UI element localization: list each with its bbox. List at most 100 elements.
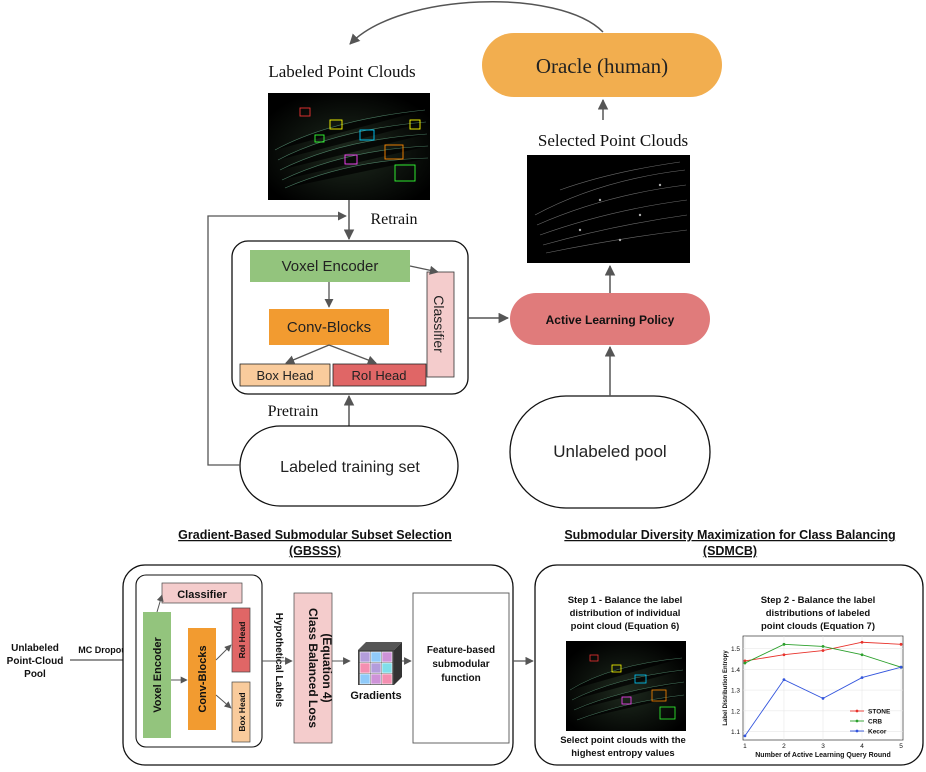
select-line2: highest entropy values xyxy=(571,748,674,759)
box-head-label: Box Head xyxy=(256,368,313,383)
chart-x-tick-label: 2 xyxy=(782,743,786,750)
step2-line3: point clouds (Equation 7) xyxy=(761,621,875,632)
series-point-kecor xyxy=(782,678,786,682)
pretrain-label: Pretrain xyxy=(268,403,319,420)
chart-xlabel: Number of Active Learning Query Round xyxy=(755,752,890,759)
sdmcb-title-line2: (SDMCB) xyxy=(703,544,757,558)
gbsss-voxel-to-classifier-arrow xyxy=(156,594,164,613)
active-learning-policy-label: Active Learning Policy xyxy=(546,313,675,327)
step1-line1: Step 1 - Balance the label xyxy=(568,595,683,606)
feedback-loop-arrow xyxy=(207,211,347,466)
labeled-training-set-label: Labeled training set xyxy=(280,459,420,476)
series-point-stone xyxy=(743,659,747,663)
gbsss-conv-blocks-block xyxy=(188,628,216,730)
selected-point-cloud-image xyxy=(527,155,690,263)
unlabeled-input-line3: Pool xyxy=(24,669,46,680)
loss-line2: (Equation 4) xyxy=(320,633,334,702)
conv-to-box-head-arrow xyxy=(285,344,330,365)
sdmcb-title-line1: Submodular Diversity Maximization for Cl… xyxy=(564,528,895,542)
gbsss-conv-blocks-label: Conv-Blocks xyxy=(197,645,209,712)
legend-label-stone: STONE xyxy=(868,709,891,716)
legend-label-crb: CRB xyxy=(868,719,882,726)
selected-point-clouds-label: Selected Point Clouds xyxy=(538,131,688,150)
series-point-stone xyxy=(782,653,786,657)
hypothetical-labels-label: Hypothetical Labels xyxy=(273,613,284,708)
gbsss-roi-head-label: RoI Head xyxy=(237,622,247,659)
classifier-label: Classifier xyxy=(431,295,447,353)
select-line1: Select point clouds with the xyxy=(560,735,686,746)
retrain-label: Retrain xyxy=(370,211,417,228)
step1-line2: distribution of individual xyxy=(570,608,681,619)
step1-line3: point cloud (Equation 6) xyxy=(571,621,680,632)
series-point-crb xyxy=(860,653,864,657)
conv-to-roi-head-arrow xyxy=(328,344,377,365)
gbsss-voxel-encoder-label: Voxel Encoder xyxy=(152,636,164,712)
series-point-kecor xyxy=(743,734,747,738)
conv-blocks-block xyxy=(269,309,389,345)
chart-y-tick-label: 1.2 xyxy=(731,708,740,715)
chart-y-tick-label: 1.1 xyxy=(731,729,740,736)
legend-marker-kecor xyxy=(855,729,859,733)
labeled-point-cloud-image xyxy=(268,93,430,200)
roi-head-label: RoI Head xyxy=(352,368,407,383)
chart-y-tick-label: 1.3 xyxy=(731,688,740,695)
active-learning-policy-node xyxy=(510,293,710,345)
conv-blocks-label: Conv-Blocks xyxy=(287,319,371,336)
legend-marker-crb xyxy=(855,719,859,723)
box-head-block xyxy=(239,363,331,387)
series-point-kecor xyxy=(899,665,903,669)
series-point-crb xyxy=(743,661,747,665)
voxel-to-classifier-arrow xyxy=(409,265,439,275)
roi-head-block xyxy=(332,363,427,387)
gbsss-conv-to-box-arrow xyxy=(215,694,232,709)
classifier-block xyxy=(426,271,455,378)
gbsss-classifier-block xyxy=(161,582,243,604)
submod-line1: Feature-based xyxy=(427,645,495,656)
oracle-label: Oracle (human) xyxy=(536,54,668,78)
legend-label-kecor: Kecor xyxy=(868,729,887,736)
series-point-crb xyxy=(821,645,825,648)
gbsss-conv-to-roi-arrow xyxy=(215,644,232,661)
oracle-node xyxy=(482,33,722,97)
entropy-chart: Label Distribution Entropy Number of Act… xyxy=(723,635,904,759)
series-point-stone xyxy=(821,649,825,652)
series-point-crb xyxy=(782,642,786,646)
voxel-encoder-label: Voxel Encoder xyxy=(282,258,379,275)
step1-point-cloud-image xyxy=(566,641,686,731)
chart-x-tick-label: 1 xyxy=(743,743,747,750)
unlabeled-input-line2: Point-Cloud xyxy=(7,656,64,667)
chart-x-tick-label: 3 xyxy=(821,743,825,750)
gbsss-title-line2: (GBSSS) xyxy=(289,544,341,558)
voxel-encoder-block xyxy=(250,250,410,282)
chart-x-tick-label: 4 xyxy=(860,743,864,750)
series-point-stone xyxy=(860,640,864,644)
gradients-cube-icon xyxy=(358,642,402,685)
submod-line2: submodular xyxy=(432,659,489,670)
gbsss-box-head-block xyxy=(231,681,251,743)
chart-y-tick-label: 1.4 xyxy=(731,667,740,674)
series-point-stone xyxy=(899,642,903,646)
step2-line1: Step 2 - Balance the label xyxy=(761,595,876,606)
gbsss-title-line1: Gradient-Based Submodular Subset Selecti… xyxy=(178,528,452,542)
gbsss-classifier-label: Classifier xyxy=(177,589,227,601)
series-point-kecor xyxy=(860,676,864,679)
submodular-function-box xyxy=(412,592,510,744)
class-balanced-loss-block xyxy=(293,592,333,744)
submod-line3: function xyxy=(441,673,480,684)
chart-ylabel: Label Distribution Entropy xyxy=(723,650,729,726)
mc-dropout-label: MC Dropout xyxy=(78,645,130,655)
unlabeled-input-line1: Unlabeled xyxy=(11,643,59,654)
gradients-label: Gradients xyxy=(350,690,401,702)
gbsss-voxel-encoder-block xyxy=(143,612,171,738)
legend-marker-stone xyxy=(855,709,859,713)
chart-y-tick-label: 1.5 xyxy=(731,646,740,653)
step2-line2: distributions of labeled xyxy=(766,608,871,619)
chart-x-tick-label: 5 xyxy=(899,743,903,750)
unlabeled-pool-label: Unlabeled pool xyxy=(553,442,666,461)
labeled-point-clouds-label: Labeled Point Clouds xyxy=(268,62,415,81)
loss-line1: Class Balanced Loss xyxy=(306,608,320,728)
oracle-to-labeled-arrow xyxy=(349,1,604,45)
series-point-kecor xyxy=(821,697,825,700)
